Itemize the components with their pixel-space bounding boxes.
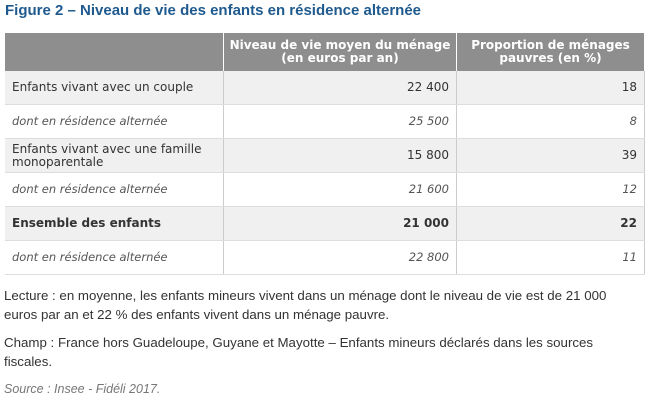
cell: 18	[456, 71, 645, 105]
row: Enfants vivant avec une famille monopare…	[5, 138, 645, 173]
cell: 11	[456, 240, 645, 275]
lecture-note: Lecture : en moyenne, les enfants mineur…	[4, 288, 607, 322]
row: Enfants vivant avec un couple 22 400 18	[5, 71, 645, 105]
cell: 8	[456, 104, 645, 139]
data-table: Niveau de vie moyen du ménage (en euros …	[5, 33, 645, 275]
row: Ensemble des enfants 21 000 22	[5, 206, 645, 241]
figure-title: Figure 2 – Niveau de vie des enfants en …	[5, 2, 422, 19]
row-label: Enfants vivant avec un couple	[5, 71, 224, 105]
source-note: Source : Insee - Fidéli 2017.	[4, 382, 161, 396]
row: dont en résidence alternée 22 800 11	[5, 240, 645, 275]
row-label: dont en résidence alternée	[5, 104, 224, 139]
row-label: Enfants vivant avec une famille monopare…	[5, 138, 224, 173]
champ-note: Champ : France hors Guadeloupe, Guyane e…	[4, 335, 594, 369]
header-cell	[5, 33, 224, 71]
cell: 22 400	[223, 71, 457, 105]
cell: 22 800	[223, 240, 457, 275]
header-row: Niveau de vie moyen du ménage (en euros …	[5, 33, 645, 71]
cell: 39	[456, 138, 645, 173]
header-cell: Proportion de ménages pauvres (en %)	[456, 33, 645, 71]
header-cell: Niveau de vie moyen du ménage (en euros …	[223, 33, 457, 71]
cell: 21 000	[223, 206, 457, 241]
row: dont en résidence alternée 21 600 12	[5, 172, 645, 207]
row-label: dont en résidence alternée	[5, 172, 224, 207]
cell: 25 500	[223, 104, 457, 139]
row: dont en résidence alternée 25 500 8	[5, 104, 645, 139]
cell: 12	[456, 172, 645, 207]
cell: 15 800	[223, 138, 457, 173]
cell: 21 600	[223, 172, 457, 207]
row-label: Ensemble des enfants	[5, 206, 224, 241]
row-label: dont en résidence alternée	[5, 240, 224, 275]
cell: 22	[456, 206, 645, 241]
